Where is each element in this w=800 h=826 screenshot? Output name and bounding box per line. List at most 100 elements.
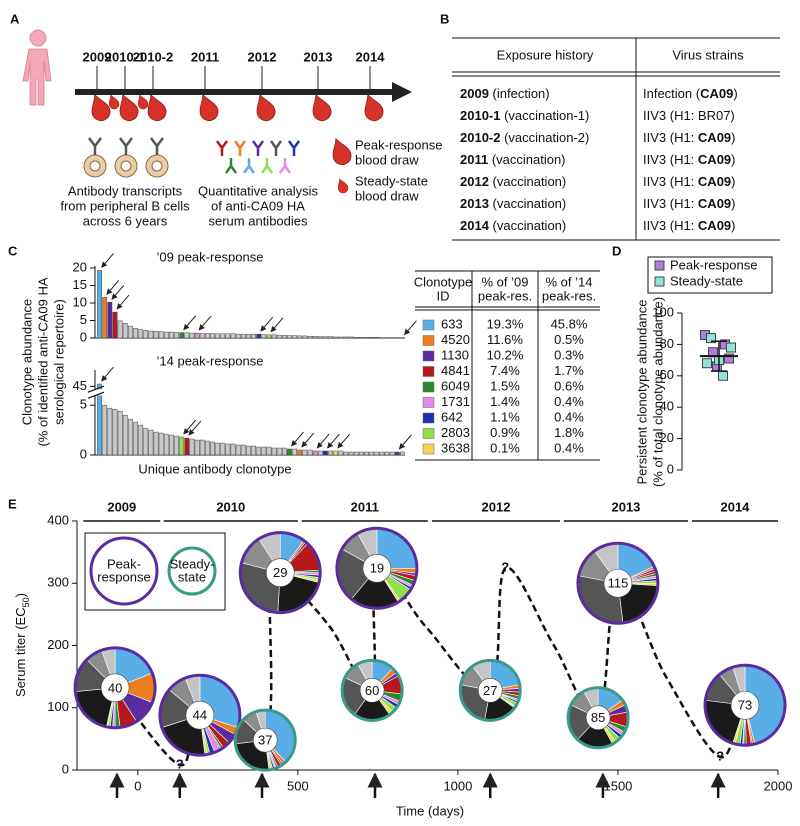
bar bbox=[256, 333, 262, 339]
table-header: % of ’14 bbox=[546, 274, 593, 289]
bar bbox=[143, 427, 149, 456]
break-mark bbox=[87, 391, 105, 399]
timeline-year: 2009 bbox=[83, 49, 112, 64]
pointer-arrow bbox=[106, 280, 120, 295]
bar bbox=[184, 437, 190, 456]
label-part: ) bbox=[13, 593, 28, 597]
cell-part: ) bbox=[731, 174, 735, 189]
pie-center bbox=[585, 705, 611, 731]
bar bbox=[163, 433, 169, 456]
bar bbox=[117, 410, 123, 456]
color-swatch bbox=[422, 319, 435, 331]
legend-label: Peak-response bbox=[670, 257, 757, 272]
y-tick-label: 15 bbox=[73, 277, 87, 292]
antibody-icon bbox=[88, 137, 102, 155]
b-cell-nucleus bbox=[89, 160, 101, 172]
table-cell: 2803 bbox=[441, 425, 470, 440]
bar bbox=[369, 451, 375, 456]
bar bbox=[353, 337, 359, 339]
y-tick-label: 40 bbox=[660, 399, 674, 414]
pie-border bbox=[233, 708, 297, 772]
point bbox=[706, 333, 716, 344]
pie-center bbox=[265, 558, 295, 587]
bar bbox=[251, 445, 256, 456]
table-cell: 19.3% bbox=[487, 316, 524, 331]
bar bbox=[153, 431, 159, 456]
x-tick-label: 2000 bbox=[764, 778, 793, 793]
pie-center bbox=[100, 673, 130, 703]
y-axis-label: serological repertoire) bbox=[51, 299, 66, 425]
bar bbox=[230, 443, 236, 456]
antibody-icon bbox=[269, 140, 283, 156]
timeline-year: 2011 bbox=[191, 49, 219, 64]
bar bbox=[127, 325, 133, 339]
b-cell-nucleus bbox=[151, 160, 163, 172]
pointer-arrow bbox=[198, 315, 212, 331]
pointer-arrow bbox=[116, 294, 130, 310]
legend-box bbox=[647, 256, 773, 294]
point bbox=[718, 370, 728, 381]
table-cell: 0.5% bbox=[554, 332, 584, 347]
y-tick-label: 0 bbox=[667, 461, 674, 476]
table-cell: 0.4% bbox=[554, 394, 584, 409]
table-cell: 0.9% bbox=[490, 425, 520, 440]
year-label: 2011 bbox=[351, 499, 379, 514]
table-cell: 11.6% bbox=[487, 332, 523, 347]
bar bbox=[225, 333, 231, 339]
pie-center bbox=[603, 568, 633, 598]
bar bbox=[107, 302, 113, 339]
table-cell: 2011 (vaccination) bbox=[460, 152, 566, 167]
bar bbox=[292, 448, 298, 456]
caption: Antibody transcripts bbox=[68, 183, 183, 198]
break-mark bbox=[87, 385, 105, 393]
point bbox=[726, 342, 736, 353]
bar bbox=[251, 333, 256, 339]
cell-part: CA09 bbox=[698, 218, 731, 233]
table-cell: 1731 bbox=[441, 394, 470, 409]
pointer-arrow bbox=[111, 284, 125, 300]
bar bbox=[112, 408, 118, 456]
legend-marker bbox=[654, 260, 665, 271]
table-cell: 3638 bbox=[441, 440, 470, 455]
bar bbox=[266, 334, 272, 339]
pie-center bbox=[730, 690, 760, 720]
table-cell: 10.2% bbox=[487, 347, 524, 362]
cell-part: CA09 bbox=[698, 174, 731, 189]
antibody-icon bbox=[242, 158, 256, 174]
cell-part: ) bbox=[733, 86, 737, 101]
y-axis-label: Serum titer (EC50) bbox=[13, 593, 31, 697]
cell-part: 2012 bbox=[460, 174, 489, 189]
bar bbox=[169, 331, 174, 339]
year-label: 2014 bbox=[720, 499, 750, 514]
bar bbox=[179, 332, 185, 339]
pie-label: 85 bbox=[591, 710, 605, 725]
bar bbox=[220, 333, 226, 339]
y-tick-label: 60 bbox=[660, 367, 674, 382]
bar bbox=[158, 432, 164, 456]
table-cell: IIV3 (H1: CA09) bbox=[643, 130, 736, 145]
cell-part: IIV3 (H1: bbox=[643, 174, 698, 189]
legend-marker bbox=[89, 536, 159, 606]
bar bbox=[127, 418, 133, 456]
table-cell: Infection (CA09) bbox=[643, 86, 738, 101]
pointer-arrow bbox=[101, 253, 114, 268]
bar bbox=[179, 436, 185, 456]
bar bbox=[122, 414, 128, 456]
x-tick-label: 1000 bbox=[443, 778, 472, 793]
peak-drop bbox=[147, 93, 167, 122]
table-cell: 642 bbox=[441, 409, 463, 424]
x-tick-label: 500 bbox=[287, 778, 309, 793]
bar bbox=[174, 332, 179, 339]
y-tick-label: 5 bbox=[80, 312, 87, 327]
table-cell: 2014 (vaccination) bbox=[460, 218, 566, 233]
timeline-arrowhead bbox=[392, 82, 412, 102]
bar bbox=[307, 336, 313, 339]
bar bbox=[240, 333, 246, 339]
bar bbox=[184, 332, 190, 339]
table-cell: 1130 bbox=[441, 347, 469, 362]
bar bbox=[297, 335, 303, 339]
bar bbox=[364, 337, 369, 339]
bar bbox=[133, 421, 138, 456]
bar bbox=[358, 451, 364, 456]
table-cell: 4520 bbox=[441, 332, 470, 347]
